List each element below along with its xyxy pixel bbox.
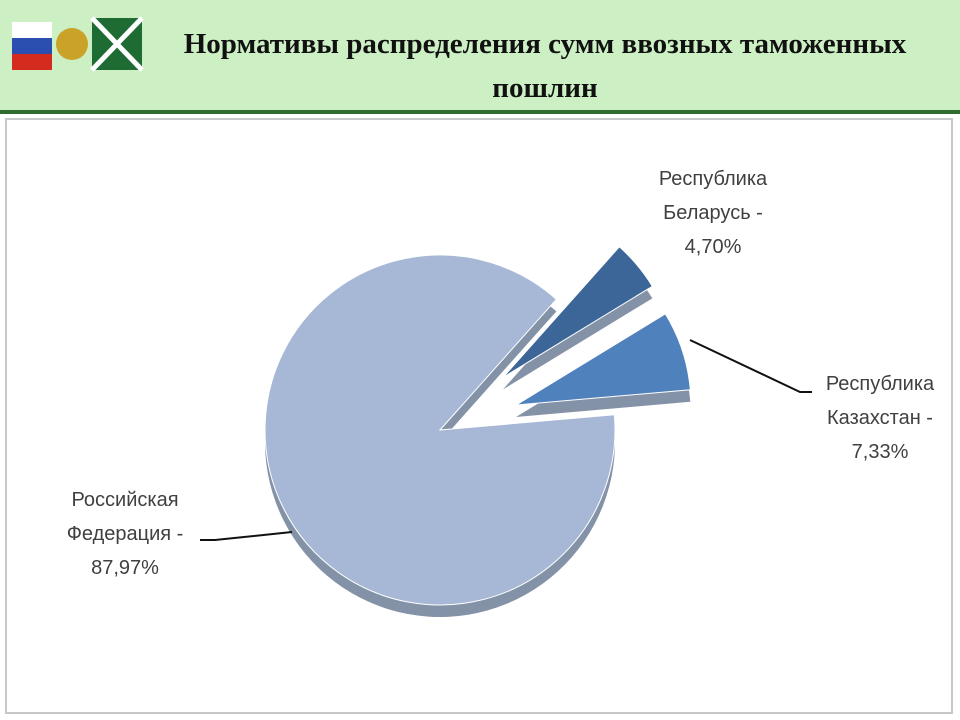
customs-cross — [90, 16, 144, 72]
category-label: Республика Беларусь - — [658, 168, 768, 224]
header-band: Нормативы распределения сумм ввозных там… — [0, 0, 960, 112]
data-label: Российская Федерация - 87,97% — [45, 483, 205, 585]
slide-title: Нормативы распределения сумм ввозных там… — [183, 28, 907, 104]
category-label: Российская Федерация - — [66, 489, 184, 545]
emblem — [12, 16, 144, 72]
pie-slice — [502, 246, 654, 378]
value-label: 7,33% — [851, 441, 909, 463]
value-label: 87,97% — [91, 557, 159, 579]
value-label: 4,70% — [684, 236, 742, 258]
pie-slice — [515, 313, 691, 406]
data-label: Республика Казахстан - 7,33% — [800, 367, 960, 469]
leader-line — [200, 531, 293, 541]
flag-white — [12, 22, 52, 38]
pie-slice — [264, 254, 616, 606]
chart-frame — [5, 118, 953, 714]
data-label: Республика Беларусь - 4,70% — [633, 162, 793, 264]
leader-line — [689, 339, 812, 393]
flag-red — [12, 54, 52, 70]
header-rule — [0, 110, 960, 114]
flag-blue — [12, 38, 52, 54]
coat-of-arms — [56, 28, 88, 60]
category-label: Республика Казахстан - — [825, 373, 935, 429]
